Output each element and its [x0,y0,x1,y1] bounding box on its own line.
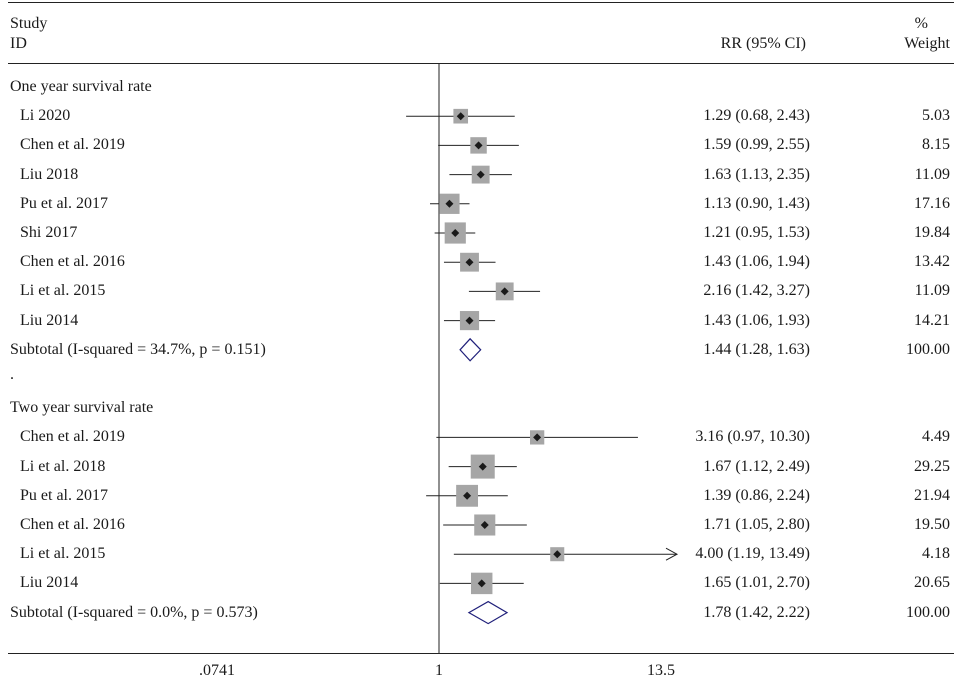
weight-label: 20.65 [914,574,950,592]
rr-ci-label: 1.21 (0.95, 1.53) [703,224,810,241]
header-rule [8,63,954,64]
study-label: Liu 2014 [20,574,79,592]
rr-ci-label: 1.78 (1.42, 2.22) [703,603,810,621]
weight-label: 11.09 [914,165,950,183]
point-estimate [500,287,509,296]
ci-arrow [665,547,679,561]
rr-ci-label: 1.63 (1.13, 2.35) [703,165,810,183]
study-label: Chen et al. 2019 [20,428,125,446]
rr-ci-label: 1.71 (1.05, 2.80) [703,516,810,533]
rr-ci-label: 1.44 (1.28, 1.63) [703,340,810,358]
study-label: Liu 2018 [20,165,79,183]
rr-ci-label: 1.65 (1.01, 2.70) [703,574,810,592]
rr-ci-label: 1.39 (0.86, 2.24) [703,486,810,504]
study-label: Li et al. 2015 [20,545,106,563]
weight-header-line2: Weight [904,35,950,52]
weight-label: 5.03 [922,107,950,125]
study-header-line2: ID [10,35,27,52]
study-label: Pu et al. 2017 [20,486,108,504]
point-estimate [553,550,562,559]
point-estimate [451,229,460,237]
weight-label: 8.15 [922,136,950,154]
weight-label: 29.25 [914,457,950,475]
weight-label: 4.18 [922,545,950,563]
point-estimate [480,521,489,529]
point-estimate [477,579,486,588]
weight-label: 19.50 [914,516,950,533]
study-label: Li et al. 2018 [20,457,106,475]
top-rule [8,2,954,3]
point-estimate [465,258,474,267]
study-label: Chen et al. 2016 [20,516,125,533]
weight-header-line1: % [914,15,928,32]
rr-ci-label: 1.43 (1.06, 1.94) [703,253,810,271]
point-estimate [456,112,465,121]
rr-ci-label: 1.59 (0.99, 2.55) [703,136,810,154]
study-label: Li 2020 [20,107,71,125]
subtotal-diamond [467,600,509,625]
weight-label: 11.09 [914,282,950,300]
x-tick-label: .0741 [199,662,236,679]
point-estimate [474,141,483,150]
study-label: Pu et al. 2017 [20,194,108,212]
group-label: One year survival rate [10,78,152,95]
weight-label: 17.16 [914,194,950,212]
subtotal-label: Subtotal (I-squared = 34.7%, p = 0.151) [10,340,266,358]
group-separator: . [10,366,14,383]
study-label: Chen et al. 2016 [20,253,125,271]
rr-ci-label: 1.13 (0.90, 1.43) [703,194,810,212]
subtotal-label: Subtotal (I-squared = 0.0%, p = 0.573) [10,603,258,621]
study-header-line1: Study [10,15,48,32]
point-estimate [533,433,542,442]
rr-ci-label: 4.00 (1.19, 13.49) [695,545,810,563]
point-estimate [465,316,474,325]
weight-label: 14.21 [914,311,950,329]
rr-ci-label: 3.16 (0.97, 10.30) [695,428,810,446]
rr-ci-label: 1.29 (0.68, 2.43) [703,107,810,125]
weight-label: 100.00 [906,340,950,358]
study-label: Liu 2014 [20,311,79,329]
weight-label: 21.94 [914,486,950,504]
x-tick-label: 13.5 [647,662,675,679]
point-estimate [478,462,487,471]
bottom-rule [8,653,954,654]
rr-ci-label: 2.16 (1.42, 3.27) [703,282,810,300]
point-estimate [476,170,485,179]
weight-label: 13.42 [914,253,950,271]
subtotal-diamond [459,337,482,362]
rr-ci-label: 1.43 (1.06, 1.93) [703,311,810,329]
study-label: Li et al. 2015 [20,282,106,300]
weight-label: 100.00 [906,603,950,621]
group-label: Two year survival rate [10,399,154,417]
weight-label: 4.49 [922,428,950,446]
study-label: Chen et al. 2019 [20,136,125,154]
x-tick-label: 1 [435,662,443,679]
rr-ci-label: 1.67 (1.12, 2.49) [703,457,810,475]
weight-label: 19.84 [914,224,950,241]
study-label: Shi 2017 [20,224,78,241]
point-estimate [445,199,454,208]
point-estimate [463,491,472,500]
rr-header: RR (95% CI) [720,35,806,52]
